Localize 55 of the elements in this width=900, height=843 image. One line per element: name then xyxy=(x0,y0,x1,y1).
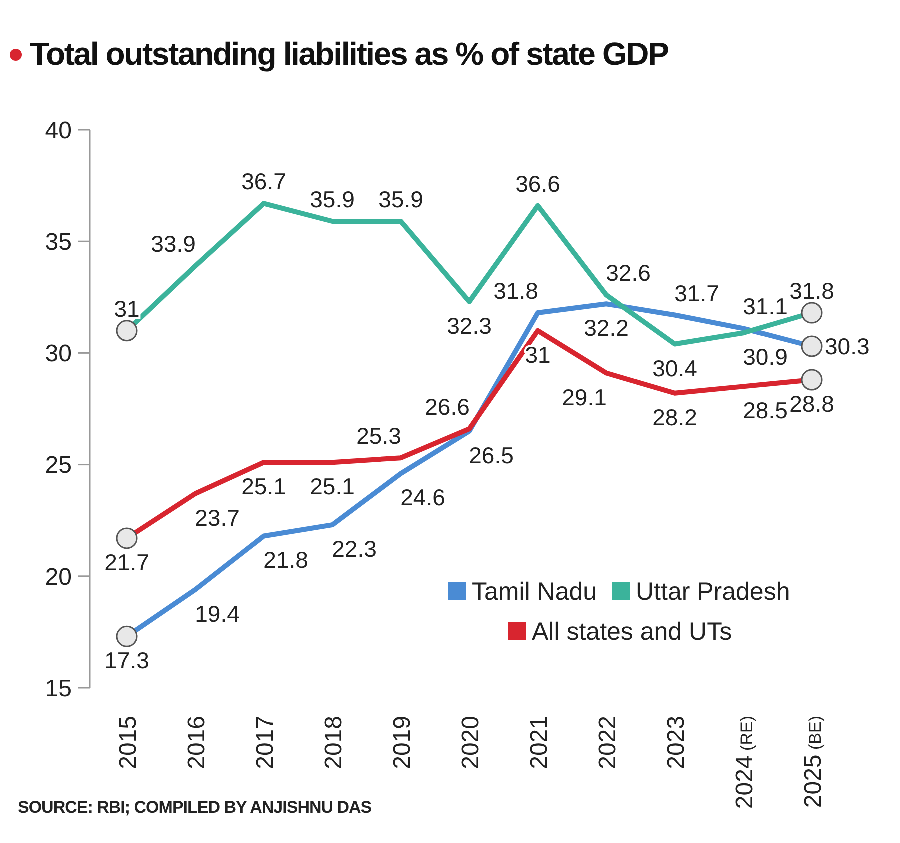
data-label: 30.3 xyxy=(825,334,870,360)
data-label: 31.7 xyxy=(674,280,720,306)
y-tick-label: 25 xyxy=(45,452,72,480)
data-label: 24.6 xyxy=(400,484,446,511)
data-label: 28.2 xyxy=(652,404,698,430)
x-tick-label: 2021 xyxy=(526,716,553,770)
data-label: 22.3 xyxy=(332,536,377,562)
data-label: 32.2 xyxy=(584,315,629,342)
data-label: 28.8 xyxy=(790,390,834,417)
data-label: 31.1 xyxy=(743,294,788,320)
data-label: 17.3 xyxy=(104,648,150,674)
data-label: 31 xyxy=(114,296,140,322)
y-tick-label: 15 xyxy=(45,675,72,702)
data-label: 33.9 xyxy=(151,231,196,258)
data-label: 32.6 xyxy=(606,260,651,286)
x-tick-label: 2015 xyxy=(115,716,142,770)
x-tick-label: 2017 xyxy=(252,716,279,770)
y-tick-label: 40 xyxy=(45,117,72,144)
data-label: 36.7 xyxy=(242,168,286,195)
data-label: 25.3 xyxy=(356,423,402,450)
data-label: 29.1 xyxy=(562,384,607,410)
x-tick-label: 2016 xyxy=(184,716,210,770)
data-label: 35.9 xyxy=(310,186,355,213)
legend-label: Tamil Nadu xyxy=(472,578,598,606)
y-tick-label: 35 xyxy=(45,229,72,256)
data-label: 32.3 xyxy=(447,312,492,339)
data-label: 19.4 xyxy=(195,600,240,627)
legend-label: Uttar Pradesh xyxy=(636,578,790,606)
data-label: 21.8 xyxy=(264,547,308,574)
data-label: 36.6 xyxy=(516,170,560,197)
chart-title: Total outstanding liabilities as % of state GDP xyxy=(30,36,670,72)
data-label: 31 xyxy=(525,342,551,368)
data-label: 23.7 xyxy=(195,504,240,531)
x-tick-label: 2019 xyxy=(389,716,416,770)
x-tick-label: 2024 (RE) xyxy=(732,716,758,810)
legend-label: All states and UTs xyxy=(532,618,732,646)
data-label: 35.9 xyxy=(378,186,424,213)
x-tick-label: 2020 xyxy=(458,716,484,770)
data-label: 21.7 xyxy=(104,549,150,576)
x-tick-label: 2023 xyxy=(663,716,690,770)
data-label: 31.8 xyxy=(790,278,834,304)
x-tick-label: 2018 xyxy=(320,716,348,770)
y-tick-label: 20 xyxy=(45,564,72,591)
data-label: 28.5 xyxy=(743,398,788,424)
data-label: 26.6 xyxy=(425,394,470,420)
data-label: 30.4 xyxy=(652,355,698,382)
data-label: 26.5 xyxy=(469,442,514,468)
data-label: 25.1 xyxy=(242,474,286,500)
x-tick-label: 2022 xyxy=(594,716,622,770)
source-note: SOURCE: RBI; COMPILED BY ANJISHNU DAS xyxy=(18,798,372,817)
data-label: 30.9 xyxy=(743,344,788,370)
x-tick-label: 2025 (BE) xyxy=(800,716,827,808)
data-label: 25.1 xyxy=(310,474,355,500)
data-label: 31.8 xyxy=(494,278,538,304)
y-tick-label: 30 xyxy=(45,340,72,368)
